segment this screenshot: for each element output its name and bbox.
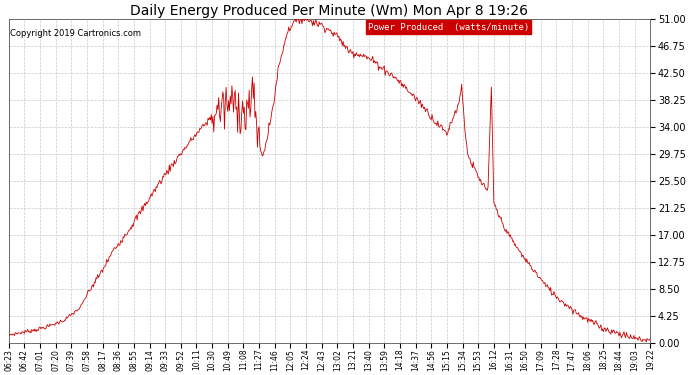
Text: Copyright 2019 Cartronics.com: Copyright 2019 Cartronics.com <box>10 29 141 38</box>
Text: Power Produced  (watts/minute): Power Produced (watts/minute) <box>368 22 529 32</box>
Title: Daily Energy Produced Per Minute (Wm) Mon Apr 8 19:26: Daily Energy Produced Per Minute (Wm) Mo… <box>130 4 529 18</box>
